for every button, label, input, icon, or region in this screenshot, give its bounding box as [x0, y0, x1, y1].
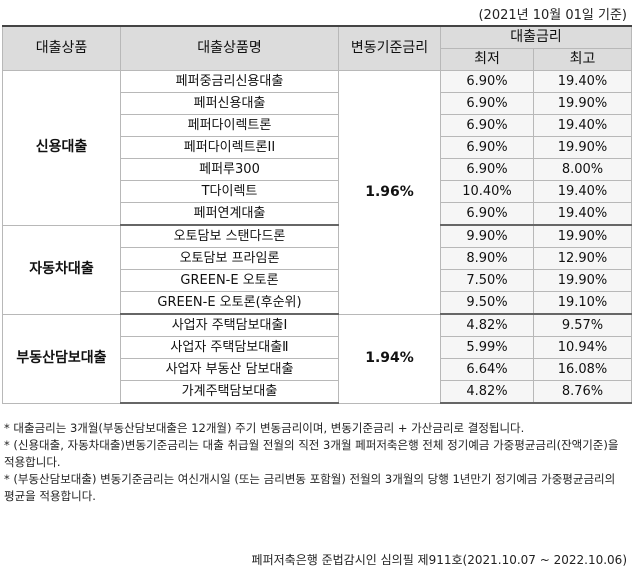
max-rate: 10.94%: [533, 336, 632, 359]
product-name: 오토담보 프라임론: [120, 247, 339, 270]
product-name: T다이렉트: [120, 180, 339, 203]
base-rate-credit-auto: 1.96%: [338, 70, 441, 315]
max-rate: 19.40%: [533, 70, 632, 93]
table-row: T다이렉트 10.40% 19.40%: [3, 180, 632, 203]
min-rate: 10.40%: [440, 180, 534, 203]
min-rate: 4.82%: [440, 380, 534, 404]
min-rate: 6.90%: [440, 92, 534, 115]
min-rate: 6.90%: [440, 136, 534, 159]
table-row: 페퍼루300 6.90% 8.00%: [3, 158, 632, 181]
min-rate: 8.90%: [440, 247, 534, 270]
max-rate: 19.90%: [533, 136, 632, 159]
min-rate: 6.90%: [440, 114, 534, 137]
max-rate: 19.90%: [533, 269, 632, 292]
reference-date: (2021년 10월 01일 기준): [478, 8, 627, 23]
table-row: 사업자 주택담보대출Ⅱ 5.99% 10.94%: [3, 336, 632, 359]
table-row: 사업자 부동산 담보대출 6.64% 16.08%: [3, 358, 632, 381]
product-name: 페퍼다이렉트론II: [120, 136, 339, 159]
table-row: GREEN-E 오토론(후순위) 9.50% 19.10%: [3, 291, 632, 315]
min-rate: 6.64%: [440, 358, 534, 381]
table-row: 신용대출 페퍼중금리신용대출 1.96% 6.90% 19.40%: [2, 70, 632, 315]
min-rate: 6.90%: [440, 202, 534, 226]
header-category: 대출상품: [2, 25, 121, 71]
note-item: * (신용대출, 자동차대출)변동기준금리는 대출 취급월 전월의 직전 3개월…: [4, 438, 619, 469]
header-product-name: 대출상품명: [120, 25, 339, 71]
min-rate: 5.99%: [440, 336, 534, 359]
base-rate-real-estate: 1.94%: [338, 313, 441, 404]
product-name: 사업자 주택담보대출Ⅱ: [120, 336, 339, 359]
header-loan-rate: 대출금리: [440, 25, 632, 49]
max-rate: 19.40%: [533, 202, 632, 226]
product-name: 페퍼중금리신용대출: [120, 70, 339, 93]
category-auto-loan: 자동차대출: [2, 224, 121, 315]
max-rate: 19.40%: [533, 180, 632, 203]
category-credit-loan: 신용대출: [2, 70, 121, 226]
table-row: 자동차대출 오토담보 스탠다드론 9.90% 19.90%: [2, 224, 632, 315]
product-name: GREEN-E 오토론: [120, 269, 339, 292]
max-rate: 9.57%: [533, 313, 632, 337]
product-name: 가계주택담보대출: [120, 380, 339, 404]
min-rate: 7.50%: [440, 269, 534, 292]
table-row: 페퍼신용대출 6.90% 19.90%: [3, 92, 632, 115]
product-name: 페퍼루300: [120, 158, 339, 181]
product-name: 페퍼신용대출: [120, 92, 339, 115]
table-row: 오토담보 프라임론 8.90% 12.90%: [3, 247, 632, 270]
min-rate: 4.82%: [440, 313, 534, 337]
table-row: 페퍼다이렉트론 6.90% 19.40%: [3, 114, 632, 137]
max-rate: 8.00%: [533, 158, 632, 181]
product-name: 페퍼다이렉트론: [120, 114, 339, 137]
note-item: * (부동산담보대출) 변동기준금리는 여신개시일 (또는 금리변동 포함월) …: [4, 472, 616, 503]
max-rate: 16.08%: [533, 358, 632, 381]
header-max-rate: 최고: [533, 48, 632, 71]
table-row: GREEN-E 오토론 7.50% 19.90%: [3, 269, 632, 292]
table-row: 가계주택담보대출 4.82% 8.76%: [3, 380, 632, 404]
table-row: 부동산담보대출 사업자 주택담보대출Ⅰ 1.94% 4.82% 9.57%: [2, 313, 632, 404]
max-rate: 19.10%: [533, 291, 632, 315]
max-rate: 19.40%: [533, 114, 632, 137]
note-item: * 대출금리는 3개월(부동산담보대출은 12개월) 주기 변동금리이며, 변동…: [4, 421, 525, 435]
max-rate: 12.90%: [533, 247, 632, 270]
max-rate: 19.90%: [533, 92, 632, 115]
header-base-rate: 변동기준금리: [338, 25, 441, 71]
min-rate: 6.90%: [440, 158, 534, 181]
max-rate: 8.76%: [533, 380, 632, 404]
compliance-approval: 페퍼저축은행 준법감시인 심의필 제911호(2021.10.07 ~ 2022…: [251, 553, 627, 567]
product-name: 사업자 부동산 담보대출: [120, 358, 339, 381]
category-real-estate-loan: 부동산담보대출: [2, 313, 121, 404]
product-name: 페퍼연계대출: [120, 202, 339, 226]
min-rate: 6.90%: [440, 70, 534, 93]
product-name: GREEN-E 오토론(후순위): [120, 291, 339, 315]
rate-notes: * 대출금리는 3개월(부동산담보대출은 12개월) 주기 변동금리이며, 변동…: [4, 420, 628, 505]
product-name: 사업자 주택담보대출Ⅰ: [120, 313, 339, 337]
product-name: 오토담보 스탠다드론: [120, 224, 339, 248]
loan-rate-table: 대출상품 대출상품명 변동기준금리 대출금리 최저 최고 신용대출 페퍼중금리신…: [2, 25, 632, 404]
table-row: 페퍼연계대출 6.90% 19.40%: [3, 202, 632, 226]
max-rate: 19.90%: [533, 224, 632, 248]
header-min-rate: 최저: [440, 48, 534, 71]
min-rate: 9.90%: [440, 224, 534, 248]
min-rate: 9.50%: [440, 291, 534, 315]
